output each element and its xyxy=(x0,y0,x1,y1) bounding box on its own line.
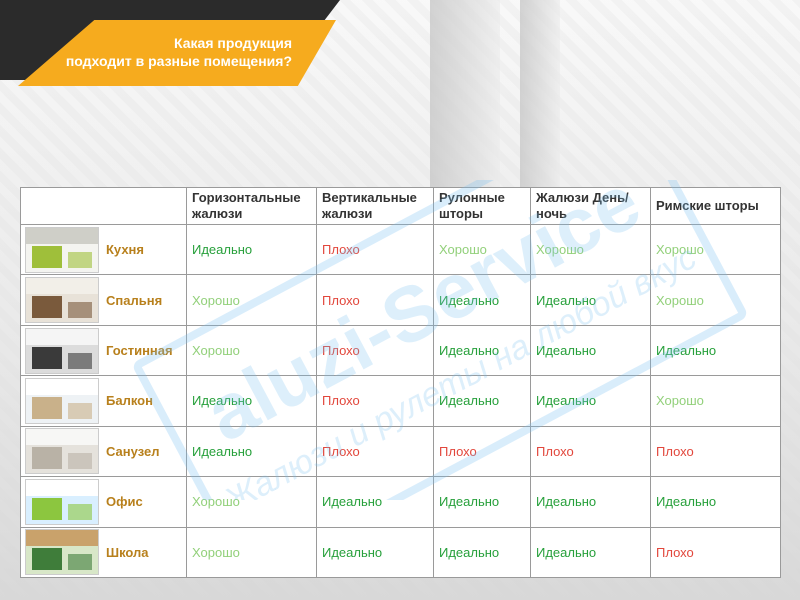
rating-cell: Плохо xyxy=(316,274,434,326)
room-cell: Санузел xyxy=(20,425,187,478)
rating-cell: Идеально xyxy=(316,526,434,579)
rating-cell: Идеально xyxy=(433,324,531,377)
room-name: Санузел xyxy=(106,443,160,459)
rating-cell: Хорошо xyxy=(186,274,317,326)
title-line-2: подходит в разные помещения? xyxy=(65,53,292,69)
kitchen-photo xyxy=(25,226,99,273)
rating-cell: Идеально xyxy=(433,526,531,579)
rating-cell: Идеально xyxy=(316,476,434,528)
rating-cell: Плохо xyxy=(650,425,781,478)
rating-cell: Плохо xyxy=(316,425,434,478)
rating-cell: Идеально xyxy=(650,476,781,528)
column-header: Вертикальные жалюзи xyxy=(316,187,434,225)
header-row: Горизонтальные жалюзи Вертикальные жалюз… xyxy=(20,187,781,225)
corner-cell xyxy=(20,187,187,225)
table-row: Санузел Идеально Плохо Плохо Плохо Плохо xyxy=(20,425,781,478)
rating-cell: Идеально xyxy=(433,274,531,326)
rating-cell: Идеально xyxy=(530,324,651,377)
rating-cell: Идеально xyxy=(650,324,781,377)
living-room-photo xyxy=(25,327,99,374)
room-cell: Школа xyxy=(20,526,187,579)
rating-cell: Плохо xyxy=(316,375,434,427)
rating-cell: Хорошо xyxy=(186,476,317,528)
table-row: Спальня Хорошо Плохо Идеально Идеально Хорошо xyxy=(20,274,781,326)
balcony-photo xyxy=(25,377,99,424)
rating-cell: Идеально xyxy=(433,476,531,528)
rating-cell: Плохо xyxy=(316,324,434,377)
rating-cell: Хорошо xyxy=(530,223,651,276)
room: Балкон xyxy=(25,377,182,424)
rating-cell: Идеально xyxy=(530,375,651,427)
room-cell: Спальня xyxy=(20,274,187,326)
rating-cell: Идеально xyxy=(530,476,651,528)
room-name: Офис xyxy=(106,494,143,510)
room-cell: Гостинная xyxy=(20,324,187,377)
room-name: Школа xyxy=(106,544,149,560)
rating-cell: Идеально xyxy=(530,274,651,326)
room: Офис xyxy=(25,478,182,525)
room-cell: Балкон xyxy=(20,375,187,427)
bathroom-photo xyxy=(25,428,99,475)
column-header: Рулонные шторы xyxy=(433,187,531,225)
column-header: Римские шторы xyxy=(650,187,781,225)
table-row: Гостинная Хорошо Плохо Идеально Идеально Идеа… xyxy=(20,324,781,377)
classroom-photo xyxy=(25,529,99,576)
table-row: Офис Хорошо Идеально Идеально Идеально Идеаль… xyxy=(20,476,781,528)
room: Санузел xyxy=(25,428,182,475)
rating-cell: Хорошо xyxy=(650,274,781,326)
rating-cell: Идеально xyxy=(186,425,317,478)
room-cell: Офис xyxy=(20,476,187,528)
room-name: Спальня xyxy=(106,292,163,308)
rating-cell: Хорошо xyxy=(650,375,781,427)
table-row: Школа Хорошо Идеально Идеально Идеально Плохо xyxy=(20,526,781,579)
rating-cell: Идеально xyxy=(530,526,651,579)
room: Кухня xyxy=(25,226,182,273)
rating-cell: Плохо xyxy=(433,425,531,478)
background-column xyxy=(430,0,500,190)
comparison-table: Горизонтальные жалюзи Вертикальные жалюз… xyxy=(20,187,781,579)
table-row: Балкон Идеально Плохо Идеально Идеально Хорош… xyxy=(20,375,781,427)
rating-cell: Плохо xyxy=(650,526,781,579)
background-column xyxy=(520,0,560,190)
column-header: Жалюзи День/ночь xyxy=(530,187,651,225)
room: Спальня xyxy=(25,277,182,324)
room-cell: Кухня xyxy=(20,223,187,276)
room: Школа xyxy=(25,529,182,576)
bedroom-photo xyxy=(25,277,99,324)
table-row: Кухня Идеально Плохо Хорошо Хорошо Хорошо xyxy=(20,223,781,276)
rating-cell: Хорошо xyxy=(186,324,317,377)
rating-cell: Идеально xyxy=(186,375,317,427)
rating-cell: Хорошо xyxy=(650,223,781,276)
title-line-1: Какая продукция xyxy=(174,35,292,51)
rating-cell: Плохо xyxy=(530,425,651,478)
page-title: Какая продукция подходит в разные помеще… xyxy=(40,34,292,70)
rating-cell: Плохо xyxy=(316,223,434,276)
rating-cell: Идеально xyxy=(433,375,531,427)
room-name: Гостинная xyxy=(106,343,173,359)
rating-cell: Хорошо xyxy=(186,526,317,579)
rating-cell: Хорошо xyxy=(433,223,531,276)
rating-cell: Идеально xyxy=(186,223,317,276)
column-header: Горизонтальные жалюзи xyxy=(186,187,317,225)
room-name: Кухня xyxy=(106,242,144,258)
room-name: Балкон xyxy=(106,393,153,409)
office-photo xyxy=(25,478,99,525)
room: Гостинная xyxy=(25,327,182,374)
